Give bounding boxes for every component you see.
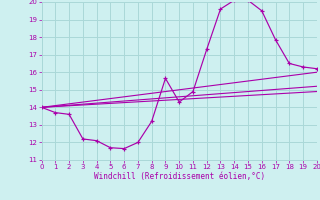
X-axis label: Windchill (Refroidissement éolien,°C): Windchill (Refroidissement éolien,°C) [94, 172, 265, 181]
